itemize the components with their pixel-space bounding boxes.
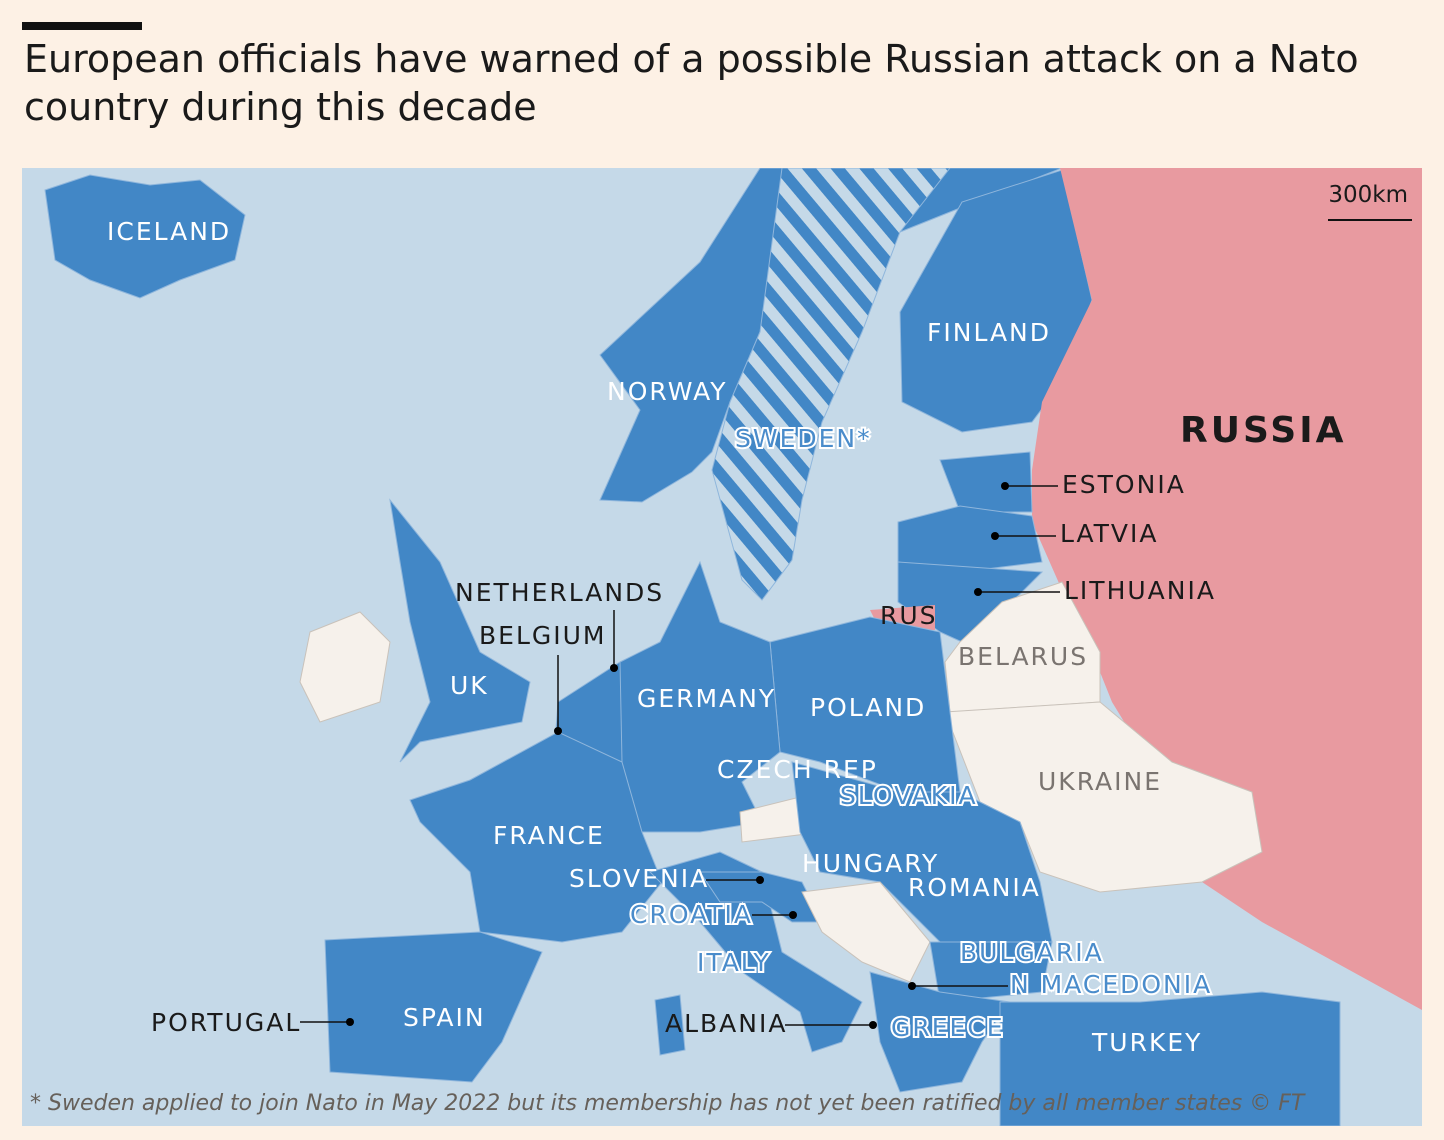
country-label: ESTONIA xyxy=(1062,470,1186,499)
country-label: CZECH REP xyxy=(717,755,878,784)
country-label: CROATIA xyxy=(630,900,753,929)
title-bar xyxy=(22,22,142,30)
map xyxy=(22,168,1422,1126)
country-label: SLOVENIA xyxy=(569,864,709,893)
country-label: HUNGARY xyxy=(802,849,939,878)
country-label: GERMANY xyxy=(637,684,776,713)
country-label: GREECE xyxy=(891,1013,1005,1042)
country-label: SPAIN xyxy=(403,1003,486,1032)
footnote: * Sweden applied to join Nato in May 202… xyxy=(30,1091,1306,1116)
country-label: ALBANIA xyxy=(665,1009,787,1038)
country-label: NETHERLANDS xyxy=(455,578,664,607)
country-label: NORWAY xyxy=(607,377,728,406)
country-label: TURKEY xyxy=(1091,1028,1202,1057)
country-label: BELGIUM xyxy=(479,621,607,650)
title: European officials have warned of a poss… xyxy=(24,37,1359,81)
country-label: BULGARIA xyxy=(960,938,1104,967)
country-label: UKRAINE xyxy=(1038,767,1162,796)
country-label: LITHUANIA xyxy=(1064,576,1216,605)
country-label: SWEDEN* xyxy=(735,424,872,453)
country-label: LATVIA xyxy=(1060,519,1159,548)
country-label: RUSSIA xyxy=(1180,410,1346,451)
title: country during this decade xyxy=(24,85,537,129)
scale-label: 300km xyxy=(1328,182,1408,208)
country-label: ROMANIA xyxy=(908,873,1041,902)
country-label: ITALY xyxy=(697,948,771,977)
country-label: PORTUGAL xyxy=(151,1008,301,1037)
country-label: ICELAND xyxy=(107,217,231,246)
country-label: RUS xyxy=(880,601,938,630)
country-label: POLAND xyxy=(810,693,926,722)
country-label: SLOVAKIA xyxy=(840,781,978,810)
country-label: BELARUS xyxy=(958,642,1088,671)
country-label: FRANCE xyxy=(493,821,605,850)
country-label: N MACEDONIA xyxy=(1010,970,1212,999)
country-label: UK xyxy=(450,671,489,700)
leaders xyxy=(300,482,1060,1029)
country-label: FINLAND xyxy=(927,318,1051,347)
